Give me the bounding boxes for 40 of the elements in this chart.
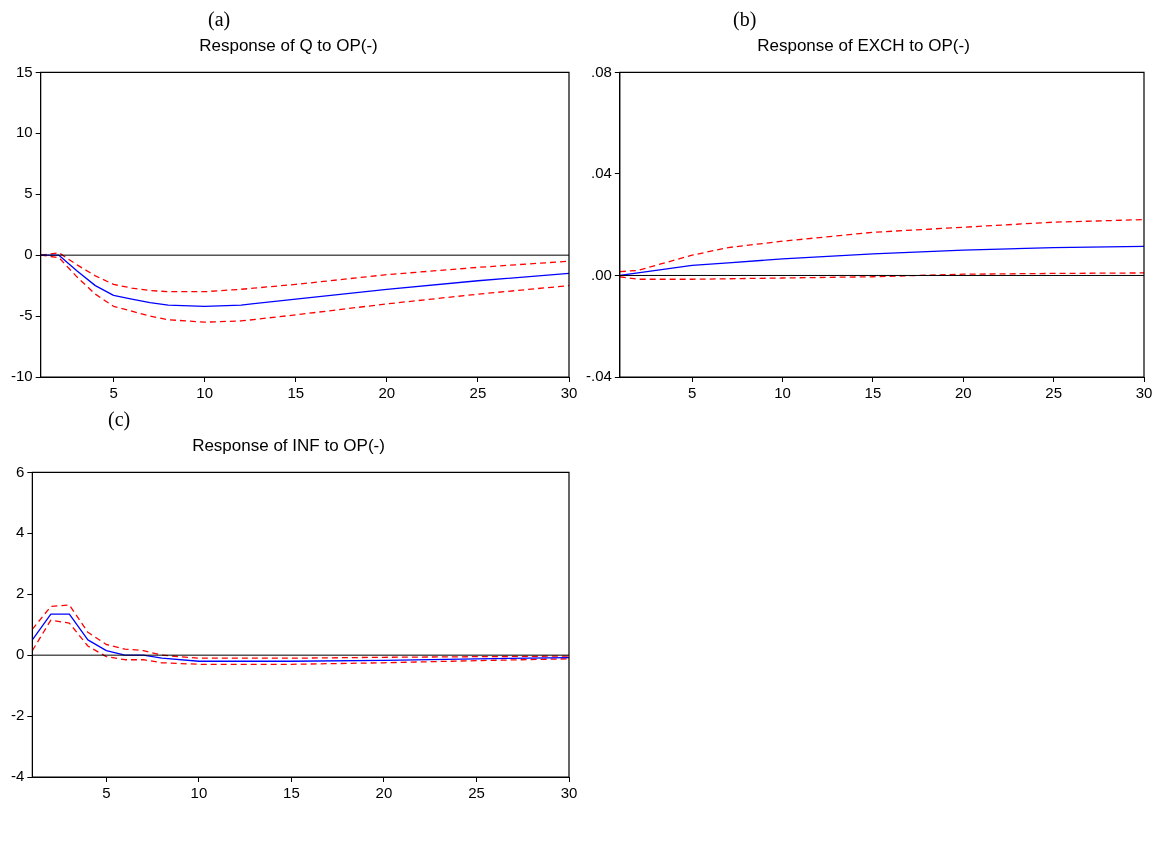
x-tick-label: 25 [468, 784, 485, 802]
y-tick-label: -.04 [585, 367, 612, 385]
y-tick-label: 10 [15, 123, 33, 141]
x-tick-label: 15 [287, 384, 305, 402]
x-tick-label: 20 [954, 384, 972, 402]
y-tick-label: 6 [15, 462, 25, 480]
x-tick-label: 25 [1045, 384, 1062, 402]
x-tick-label: 10 [196, 384, 213, 402]
y-tick-label: .00 [590, 265, 612, 283]
chart-subtitle: (c) [107, 408, 132, 433]
x-tick-label: 30 [560, 784, 578, 802]
chart-title: Response of Q to OP(-) [199, 35, 378, 55]
x-tick-label: 5 [102, 784, 111, 802]
y-tick-label: 15 [15, 62, 33, 80]
chart-subtitle: (a) [207, 8, 232, 33]
y-tick-label: .04 [590, 164, 612, 182]
x-tick-label: 30 [560, 384, 578, 402]
x-tick-label: 5 [687, 384, 697, 402]
chart-title: Response of EXCH to OP(-) [757, 35, 970, 55]
x-tick-label: 20 [375, 784, 393, 802]
x-tick-label: 30 [1135, 384, 1153, 402]
x-tick-label: 15 [864, 384, 882, 402]
x-tick-label: 20 [378, 384, 396, 402]
x-tick-label: 25 [469, 384, 487, 402]
x-tick-label: 10 [774, 384, 791, 402]
y-tick-label: 2 [15, 584, 25, 602]
x-tick-label: 5 [109, 384, 118, 402]
y-tick-label: -5 [19, 306, 33, 324]
y-tick-label: 0 [24, 245, 33, 263]
y-tick-label: 4 [15, 523, 25, 541]
y-tick-label: -10 [10, 367, 33, 385]
x-tick-label: 15 [283, 784, 300, 802]
y-tick-label: 0 [15, 645, 25, 663]
chart-title: Response of INF to OP(-) [192, 435, 385, 455]
y-tick-label: -2 [10, 706, 25, 724]
y-tick-label: .08 [590, 62, 612, 80]
x-tick-label: 10 [190, 784, 208, 802]
y-tick-label: -4 [10, 767, 25, 785]
chart-subtitle: (b) [732, 8, 758, 33]
y-tick-label: 5 [24, 184, 33, 202]
